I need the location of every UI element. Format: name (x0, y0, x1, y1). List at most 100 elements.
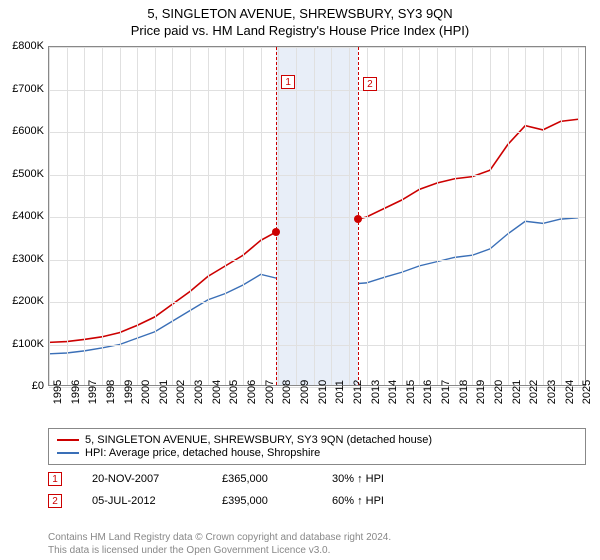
gridline-v (578, 47, 579, 385)
gridline-v (419, 47, 420, 385)
gridline-v (67, 47, 68, 385)
x-tick-label: 2012 (352, 380, 364, 404)
x-tick-label: 2004 (211, 380, 223, 404)
shaded-band (276, 47, 358, 385)
chart-container: 5, SINGLETON AVENUE, SHREWSBURY, SY3 9QN… (0, 0, 600, 560)
legend-row-property: 5, SINGLETON AVENUE, SHREWSBURY, SY3 9QN… (57, 434, 577, 446)
gridline-v (472, 47, 473, 385)
sales-row: 205-JUL-2012£395,00060% ↑ HPI (48, 494, 384, 508)
gridline-h (49, 90, 585, 91)
gridline-v (208, 47, 209, 385)
x-tick-label: 2013 (370, 380, 382, 404)
x-tick-label: 2000 (140, 380, 152, 404)
y-tick-label: £300K (4, 253, 44, 265)
x-tick-label: 1997 (87, 380, 99, 404)
y-tick-label: £800K (4, 40, 44, 52)
gridline-v (243, 47, 244, 385)
gridline-v (49, 47, 50, 385)
x-tick-label: 2010 (317, 380, 329, 404)
x-tick-label: 2003 (193, 380, 205, 404)
y-tick-label: £0 (4, 380, 44, 392)
y-tick-label: £500K (4, 168, 44, 180)
sale-date: 20-NOV-2007 (92, 473, 192, 485)
legend-row-hpi: HPI: Average price, detached house, Shro… (57, 447, 577, 459)
legend-label-hpi: HPI: Average price, detached house, Shro… (85, 447, 320, 459)
gridline-v (543, 47, 544, 385)
x-tick-label: 2022 (528, 380, 540, 404)
y-tick-label: £700K (4, 83, 44, 95)
gridline-v (314, 47, 315, 385)
legend-label-property: 5, SINGLETON AVENUE, SHREWSBURY, SY3 9QN… (85, 434, 432, 446)
sale-marker-box: 2 (363, 77, 377, 91)
gridline-v (508, 47, 509, 385)
gridline-v (155, 47, 156, 385)
x-tick-label: 2025 (581, 380, 593, 404)
x-tick-label: 2015 (405, 380, 417, 404)
legend-swatch-property (57, 439, 79, 441)
x-tick-label: 2017 (440, 380, 452, 404)
gridline-v (278, 47, 279, 385)
y-tick-label: £100K (4, 338, 44, 350)
x-tick-label: 2021 (511, 380, 523, 404)
x-tick-label: 2009 (299, 380, 311, 404)
gridline-v (525, 47, 526, 385)
gridline-h (49, 345, 585, 346)
legend: 5, SINGLETON AVENUE, SHREWSBURY, SY3 9QN… (48, 428, 586, 465)
gridline-v (172, 47, 173, 385)
y-tick-label: £400K (4, 210, 44, 222)
gridline-v (331, 47, 332, 385)
footer-line1: Contains HM Land Registry data © Crown c… (48, 532, 391, 543)
gridline-h (49, 302, 585, 303)
x-tick-label: 2006 (246, 380, 258, 404)
sales-row: 120-NOV-2007£365,00030% ↑ HPI (48, 472, 384, 486)
x-tick-label: 2002 (175, 380, 187, 404)
legend-swatch-hpi (57, 452, 79, 454)
gridline-v (561, 47, 562, 385)
x-tick-label: 2020 (493, 380, 505, 404)
gridline-v (120, 47, 121, 385)
gridline-v (296, 47, 297, 385)
sale-marker-box-inline: 1 (48, 472, 62, 486)
gridline-v (455, 47, 456, 385)
x-tick-label: 2016 (422, 380, 434, 404)
gridline-v (367, 47, 368, 385)
sale-dot (354, 215, 362, 223)
plot-area: 12 (48, 46, 586, 386)
sale-vs-hpi: 30% ↑ HPI (332, 473, 384, 485)
x-tick-label: 2024 (564, 380, 576, 404)
x-tick-label: 2007 (264, 380, 276, 404)
sale-marker-box: 1 (281, 75, 295, 89)
gridline-h (49, 175, 585, 176)
gridline-v (190, 47, 191, 385)
sale-marker-box-inline: 2 (48, 494, 62, 508)
gridline-v (349, 47, 350, 385)
x-tick-label: 1995 (52, 380, 64, 404)
x-tick-label: 1996 (70, 380, 82, 404)
chart-subtitle: Price paid vs. HM Land Registry's House … (0, 21, 600, 44)
x-tick-label: 2011 (334, 380, 346, 404)
gridline-v (490, 47, 491, 385)
footer-line2: This data is licensed under the Open Gov… (48, 545, 330, 556)
gridline-v (84, 47, 85, 385)
gridline-h (49, 132, 585, 133)
y-tick-label: £200K (4, 295, 44, 307)
gridline-h (49, 47, 585, 48)
sale-vline (276, 47, 277, 385)
sale-date: 05-JUL-2012 (92, 495, 192, 507)
gridline-v (225, 47, 226, 385)
x-tick-label: 1998 (105, 380, 117, 404)
sale-price: £395,000 (222, 495, 302, 507)
gridline-v (402, 47, 403, 385)
gridline-v (437, 47, 438, 385)
y-tick-label: £600K (4, 125, 44, 137)
gridline-v (102, 47, 103, 385)
gridline-v (261, 47, 262, 385)
chart-title: 5, SINGLETON AVENUE, SHREWSBURY, SY3 9QN (0, 0, 600, 21)
sale-dot (272, 228, 280, 236)
x-tick-label: 2001 (158, 380, 170, 404)
x-tick-label: 2023 (546, 380, 558, 404)
gridline-h (49, 260, 585, 261)
x-tick-label: 2005 (228, 380, 240, 404)
gridline-v (137, 47, 138, 385)
x-tick-label: 2008 (281, 380, 293, 404)
